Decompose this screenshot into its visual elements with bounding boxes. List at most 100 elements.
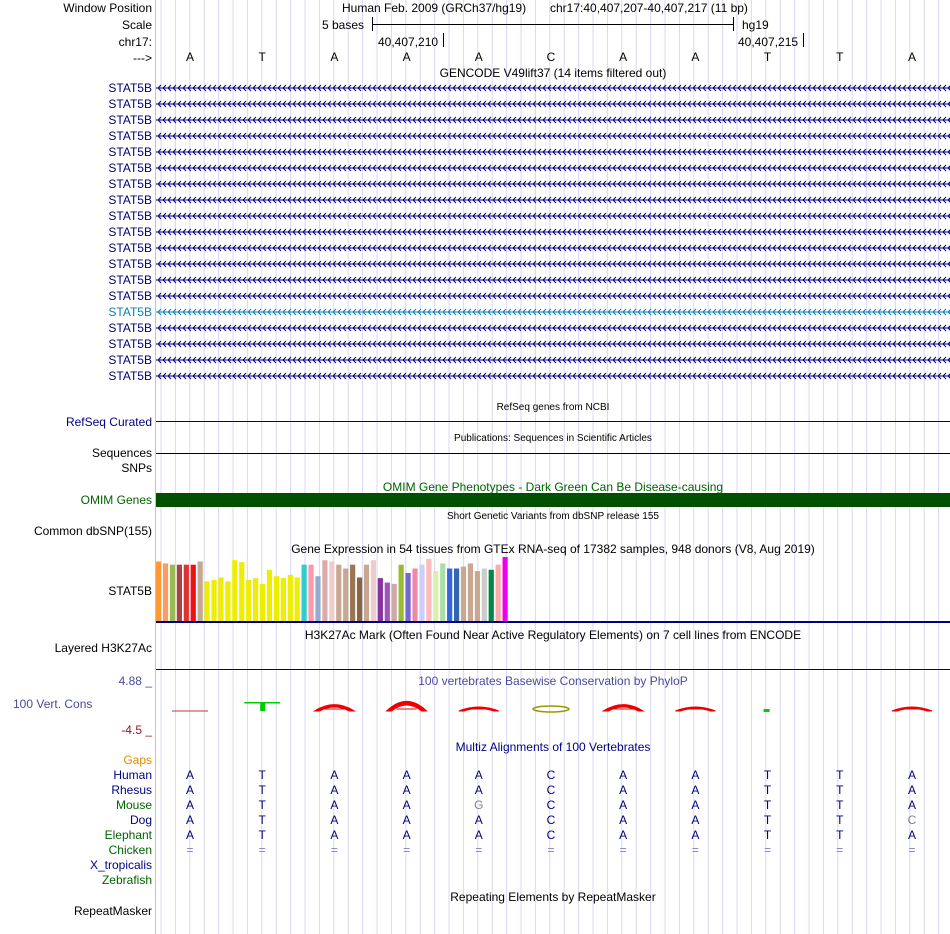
strand-arrows bbox=[157, 212, 950, 220]
omim-bar[interactable] bbox=[156, 493, 950, 507]
species-label[interactable]: Mouse bbox=[115, 798, 152, 812]
window-position-label: Window Position bbox=[63, 1, 152, 15]
track-image-area[interactable]: Human Feb. 2009 (GRCh37/hg19) chr17:40,4… bbox=[156, 0, 950, 934]
gencode-transcript-label[interactable]: STAT5B bbox=[108, 177, 152, 191]
species-base: T bbox=[258, 798, 266, 812]
gencode-transcript[interactable] bbox=[156, 209, 950, 223]
gencode-transcript[interactable] bbox=[156, 81, 950, 95]
gtex-tissue-bar bbox=[447, 568, 453, 621]
gencode-transcript[interactable] bbox=[156, 177, 950, 191]
phylop-glyph bbox=[312, 704, 357, 712]
gencode-transcript-label[interactable]: STAT5B bbox=[108, 273, 152, 287]
ref-base: C bbox=[546, 50, 556, 64]
gtex-bar-chart[interactable] bbox=[156, 557, 950, 623]
species-base: T bbox=[763, 813, 772, 827]
gencode-transcript-label[interactable]: STAT5B bbox=[108, 161, 152, 175]
gtex-tissue-bar bbox=[211, 580, 217, 621]
species-label[interactable]: Dog bbox=[129, 813, 152, 827]
gencode-transcript[interactable] bbox=[156, 225, 950, 239]
species-base: = bbox=[403, 843, 411, 857]
refseq-label[interactable]: RefSeq Curated bbox=[65, 415, 152, 429]
gencode-transcript[interactable] bbox=[156, 241, 950, 255]
strand-arrows bbox=[157, 84, 950, 92]
species-base: G bbox=[474, 798, 484, 812]
gencode-transcript-label[interactable]: STAT5B bbox=[108, 193, 152, 207]
refseq-line[interactable] bbox=[156, 421, 950, 422]
species-base: C bbox=[546, 768, 556, 782]
pubs-line[interactable] bbox=[156, 453, 950, 454]
phylop-label[interactable]: 100 Vert. Cons bbox=[13, 697, 93, 711]
species-base: A bbox=[474, 783, 483, 797]
gencode-transcript-label[interactable]: STAT5B bbox=[108, 289, 152, 303]
gencode-transcript-label[interactable]: STAT5B bbox=[108, 305, 152, 319]
gencode-transcript[interactable] bbox=[156, 257, 950, 271]
db-text: hg19 bbox=[742, 18, 769, 32]
species-label[interactable]: Elephant bbox=[104, 828, 152, 842]
gencode-transcript[interactable] bbox=[156, 337, 950, 351]
ref-base: T bbox=[836, 50, 844, 64]
gencode-transcript[interactable] bbox=[156, 289, 950, 303]
h3k27ac-label[interactable]: Layered H3K27Ac bbox=[54, 641, 152, 655]
gtex-tissue-bar bbox=[322, 560, 328, 621]
gencode-transcript[interactable] bbox=[156, 369, 950, 383]
gencode-transcript-label[interactable]: STAT5B bbox=[108, 321, 152, 335]
species-base: A bbox=[619, 813, 628, 827]
gencode-transcript-label[interactable]: STAT5B bbox=[108, 241, 152, 255]
gencode-transcript-label[interactable]: STAT5B bbox=[108, 81, 152, 95]
scale-bar bbox=[372, 24, 734, 25]
gencode-transcript-label[interactable]: STAT5B bbox=[108, 369, 152, 383]
gencode-transcript-label[interactable]: STAT5B bbox=[108, 353, 152, 367]
species-label[interactable]: Chicken bbox=[108, 843, 152, 857]
gencode-transcript-label[interactable]: STAT5B bbox=[108, 225, 152, 239]
gencode-transcript[interactable] bbox=[156, 97, 950, 111]
gencode-transcript[interactable] bbox=[156, 113, 950, 127]
species-base: T bbox=[763, 783, 772, 797]
species-base: = bbox=[330, 843, 338, 857]
dbsnp-label[interactable]: Common dbSNP(155) bbox=[33, 524, 152, 538]
gtex-tissue-bar bbox=[190, 564, 196, 621]
gencode-transcript-label[interactable]: STAT5B bbox=[108, 145, 152, 159]
species-base: A bbox=[330, 813, 339, 827]
repeatmasker-label[interactable]: RepeatMasker bbox=[73, 904, 152, 918]
species-base: = bbox=[547, 843, 555, 857]
gencode-transcript-label[interactable]: STAT5B bbox=[108, 257, 152, 271]
gencode-transcript[interactable] bbox=[156, 305, 950, 319]
gencode-transcript-label[interactable]: STAT5B bbox=[108, 129, 152, 143]
gtex-tissue-bar bbox=[232, 560, 238, 621]
gtex-tissue-bar bbox=[343, 568, 349, 621]
species-label[interactable]: Zebrafish bbox=[101, 873, 152, 887]
species-label[interactable]: Human bbox=[113, 768, 152, 782]
phylop-logo[interactable] bbox=[156, 690, 950, 730]
species-label[interactable]: Rhesus bbox=[111, 783, 152, 797]
omim-label[interactable]: OMIM Genes bbox=[80, 493, 152, 507]
gtex-tissue-bar bbox=[183, 564, 189, 621]
gencode-transcript[interactable] bbox=[156, 161, 950, 175]
gencode-transcript[interactable] bbox=[156, 273, 950, 287]
species-label[interactable]: X_tropicalis bbox=[89, 858, 152, 872]
gtex-tissue-bar bbox=[308, 564, 314, 621]
gencode-transcript-label[interactable]: STAT5B bbox=[108, 209, 152, 223]
pubs-label[interactable]: Sequences bbox=[91, 446, 152, 460]
gencode-transcript[interactable] bbox=[156, 353, 950, 367]
gencode-transcript[interactable] bbox=[156, 193, 950, 207]
gtex-label[interactable]: STAT5B bbox=[108, 584, 152, 598]
gencode-transcript[interactable] bbox=[156, 129, 950, 143]
gencode-transcript-label[interactable]: STAT5B bbox=[108, 113, 152, 127]
snps-label[interactable]: SNPs bbox=[121, 461, 152, 475]
dbsnp-title: Short Genetic Variants from dbSNP releas… bbox=[447, 511, 659, 522]
gtex-tissue-bar bbox=[453, 568, 460, 621]
strand-arrows bbox=[157, 148, 950, 156]
species-base: T bbox=[258, 813, 266, 827]
gtex-tissue-bar bbox=[197, 561, 203, 621]
species-base: T bbox=[763, 768, 772, 782]
species-base: A bbox=[619, 828, 628, 842]
species-base: T bbox=[836, 798, 844, 812]
phylop-glyph bbox=[601, 704, 645, 712]
species-base: A bbox=[619, 798, 628, 812]
gencode-transcript[interactable] bbox=[156, 145, 950, 159]
gencode-transcript[interactable] bbox=[156, 321, 950, 335]
gencode-transcript-label[interactable]: STAT5B bbox=[108, 337, 152, 351]
phylop-min-label: -4.5 _ bbox=[121, 723, 152, 737]
gencode-transcript-label[interactable]: STAT5B bbox=[108, 97, 152, 111]
gtex-tissue-bar bbox=[370, 560, 377, 621]
